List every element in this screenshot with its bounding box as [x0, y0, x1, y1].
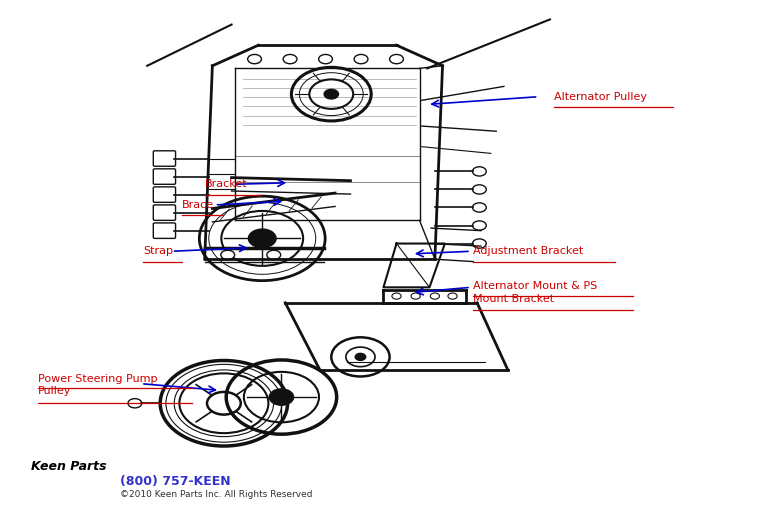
Text: Power Steering Pump
Pulley: Power Steering Pump Pulley: [38, 374, 158, 396]
Text: Strap: Strap: [143, 246, 173, 256]
Text: Brace: Brace: [182, 200, 214, 210]
Circle shape: [324, 89, 339, 99]
Text: ©2010 Keen Parts Inc. All Rights Reserved: ©2010 Keen Parts Inc. All Rights Reserve…: [120, 491, 313, 499]
Circle shape: [355, 353, 366, 361]
Circle shape: [207, 392, 241, 414]
Circle shape: [267, 250, 280, 260]
Text: Alternator Pulley: Alternator Pulley: [554, 92, 647, 102]
Text: Adjustment Bracket: Adjustment Bracket: [474, 246, 584, 256]
Text: (800) 757-KEEN: (800) 757-KEEN: [120, 475, 231, 488]
Text: Bracket: Bracket: [205, 179, 247, 189]
Circle shape: [249, 229, 276, 248]
Circle shape: [270, 389, 293, 405]
Text: Alternator Mount & PS
Mount Bracket: Alternator Mount & PS Mount Bracket: [474, 281, 598, 304]
Circle shape: [221, 250, 235, 260]
Text: Keen Parts: Keen Parts: [31, 459, 106, 472]
